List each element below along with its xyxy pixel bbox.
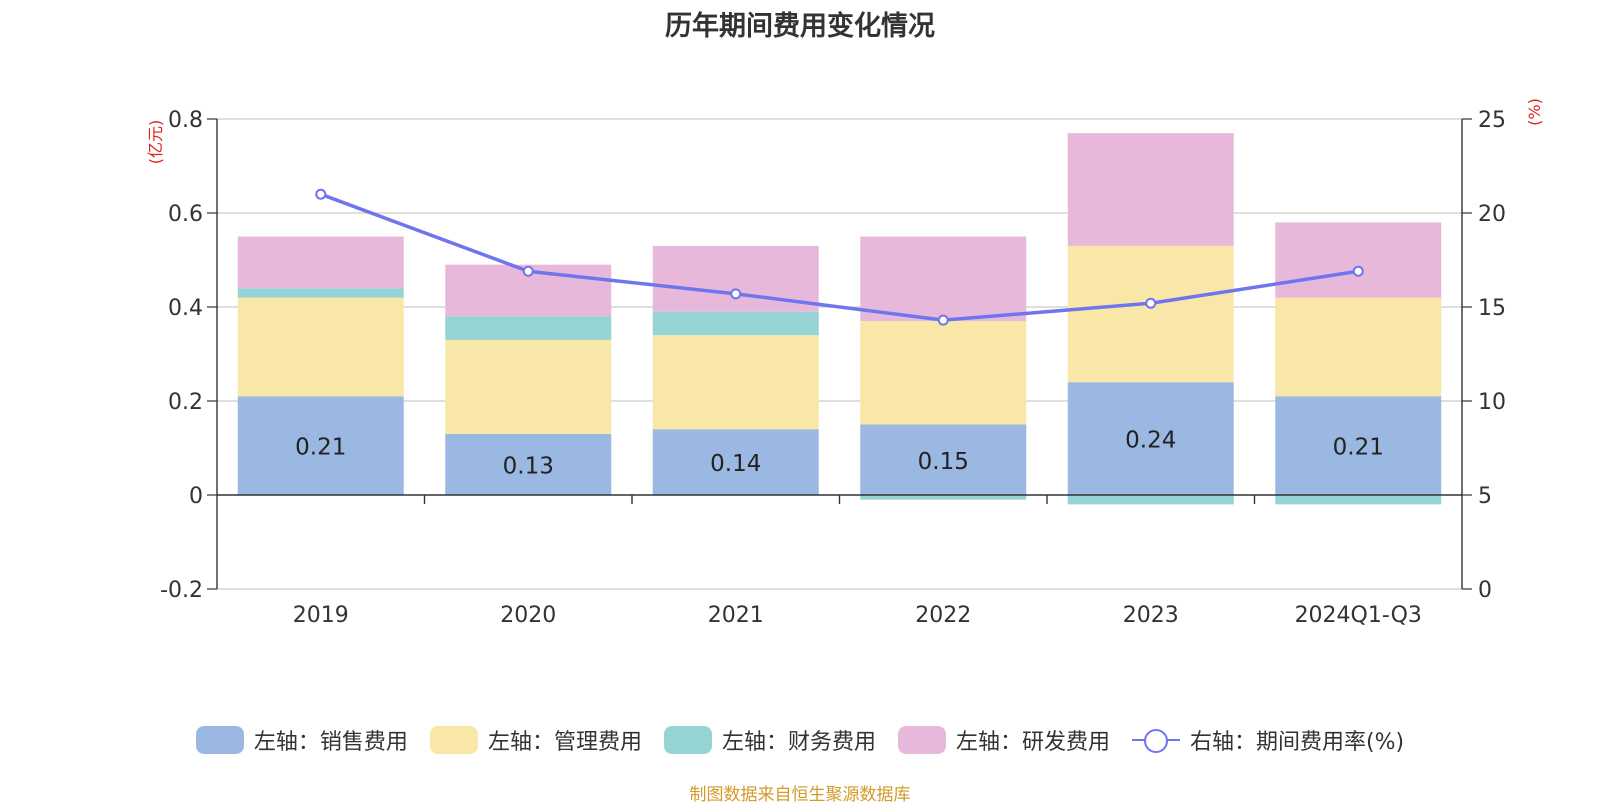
chart-title: 历年期间费用变化情况 — [665, 11, 935, 42]
legend-item[interactable]: 左轴：研发费用 — [897, 724, 1110, 756]
bar-segment — [860, 424, 1027, 495]
bar-segment — [652, 311, 819, 336]
line-point — [315, 188, 327, 200]
legend-line-marker-icon — [1131, 726, 1180, 754]
legend-item[interactable]: 左轴：财务费用 — [663, 724, 876, 756]
legend-item[interactable]: 左轴：销售费用 — [195, 724, 408, 756]
left-axis-tick-label: 0.8 — [168, 108, 203, 133]
bar-segment — [237, 288, 404, 298]
bar-segment — [237, 297, 404, 397]
x-axis-tick-label: 2023 — [1123, 603, 1179, 628]
line-point — [937, 314, 949, 326]
x-axis-tick-label: 2020 — [500, 603, 556, 628]
bar-segment — [237, 236, 404, 289]
x-axis-tick-label: 2022 — [915, 603, 971, 628]
legend-label: 左轴：销售费用 — [253, 730, 408, 755]
data-label: 0.21 — [1333, 435, 1384, 461]
bar-segment — [445, 433, 612, 495]
line-series — [320, 192, 1359, 322]
bar-segment — [1067, 245, 1234, 383]
legend-label: 右轴：期间费用率(%) — [1189, 730, 1405, 755]
bar-segment — [1275, 297, 1442, 397]
legend-item[interactable]: 右轴：期间费用率(%) — [1131, 724, 1405, 756]
right-axis-tick-label: 10 — [1478, 390, 1506, 415]
bar-segment — [1067, 382, 1234, 495]
bar-segment — [1067, 133, 1234, 246]
legend-swatch — [429, 726, 478, 754]
line-point — [1352, 265, 1364, 277]
data-label: 0.15 — [918, 449, 969, 475]
right-axis-tick-label: 20 — [1478, 202, 1506, 227]
left-axis-tick-label: 0.4 — [168, 296, 203, 321]
bar-segment — [652, 335, 819, 430]
right-axis-tick-label: 5 — [1478, 484, 1492, 509]
x-axis-tick-label: 2024Q1-Q3 — [1295, 603, 1422, 628]
right-axis-tick-label: 0 — [1478, 578, 1492, 603]
chart-legend: 左轴：销售费用 左轴：管理费用 左轴：财务费用 左轴：研发费用 右轴：期间费用率(%) — [0, 718, 1600, 762]
legend-swatch — [195, 726, 244, 754]
x-axis-tick-label: 2019 — [293, 603, 349, 628]
bar-segment — [860, 495, 1027, 500]
bar-segment — [1275, 222, 1442, 298]
right-axis-label: (%) — [1525, 98, 1544, 126]
data-source-note: 制图数据来自恒生聚源数据库 — [689, 785, 911, 805]
bar-segment — [1067, 495, 1234, 505]
bar-segment — [860, 321, 1027, 425]
line-point — [730, 288, 742, 300]
legend-swatch — [663, 726, 712, 754]
left-axis-tick-label: 0.2 — [168, 390, 203, 415]
left-axis-tick-label: 0 — [189, 484, 203, 509]
data-label: 0.24 — [1125, 428, 1176, 454]
chart-plot: -0.2 0 0.2 0.4 0.6 0.8 0 5 10 15 20 25 2019 2020 2021 2… — [146, 98, 1544, 628]
legend-label: 左轴：管理费用 — [487, 730, 642, 755]
legend-label: 左轴：研发费用 — [955, 730, 1110, 755]
legend-item[interactable]: 左轴：管理费用 — [429, 724, 642, 756]
bar-segment — [860, 236, 1027, 322]
right-axis-tick-label: 15 — [1478, 296, 1506, 321]
legend-label: 左轴：财务费用 — [721, 730, 876, 755]
left-axis-tick-label: 0.6 — [168, 202, 203, 227]
bar-segment — [1275, 495, 1442, 505]
right-axis-tick-label: 25 — [1478, 108, 1506, 133]
x-axis-tick-label: 2021 — [708, 603, 764, 628]
left-axis-tick-label: -0.2 — [160, 578, 203, 603]
bar-segment — [445, 339, 612, 434]
legend-swatch — [897, 726, 946, 754]
left-axis-label: (亿元) — [146, 120, 165, 165]
data-label: 0.21 — [295, 435, 346, 461]
bar-segment — [1275, 396, 1442, 495]
line-point — [1145, 297, 1157, 309]
bar-segment — [652, 429, 819, 495]
bar-segment — [237, 396, 404, 495]
bar-segment — [445, 316, 612, 340]
data-label: 0.14 — [710, 451, 761, 477]
line-point — [522, 265, 534, 277]
data-label: 0.13 — [503, 453, 554, 479]
